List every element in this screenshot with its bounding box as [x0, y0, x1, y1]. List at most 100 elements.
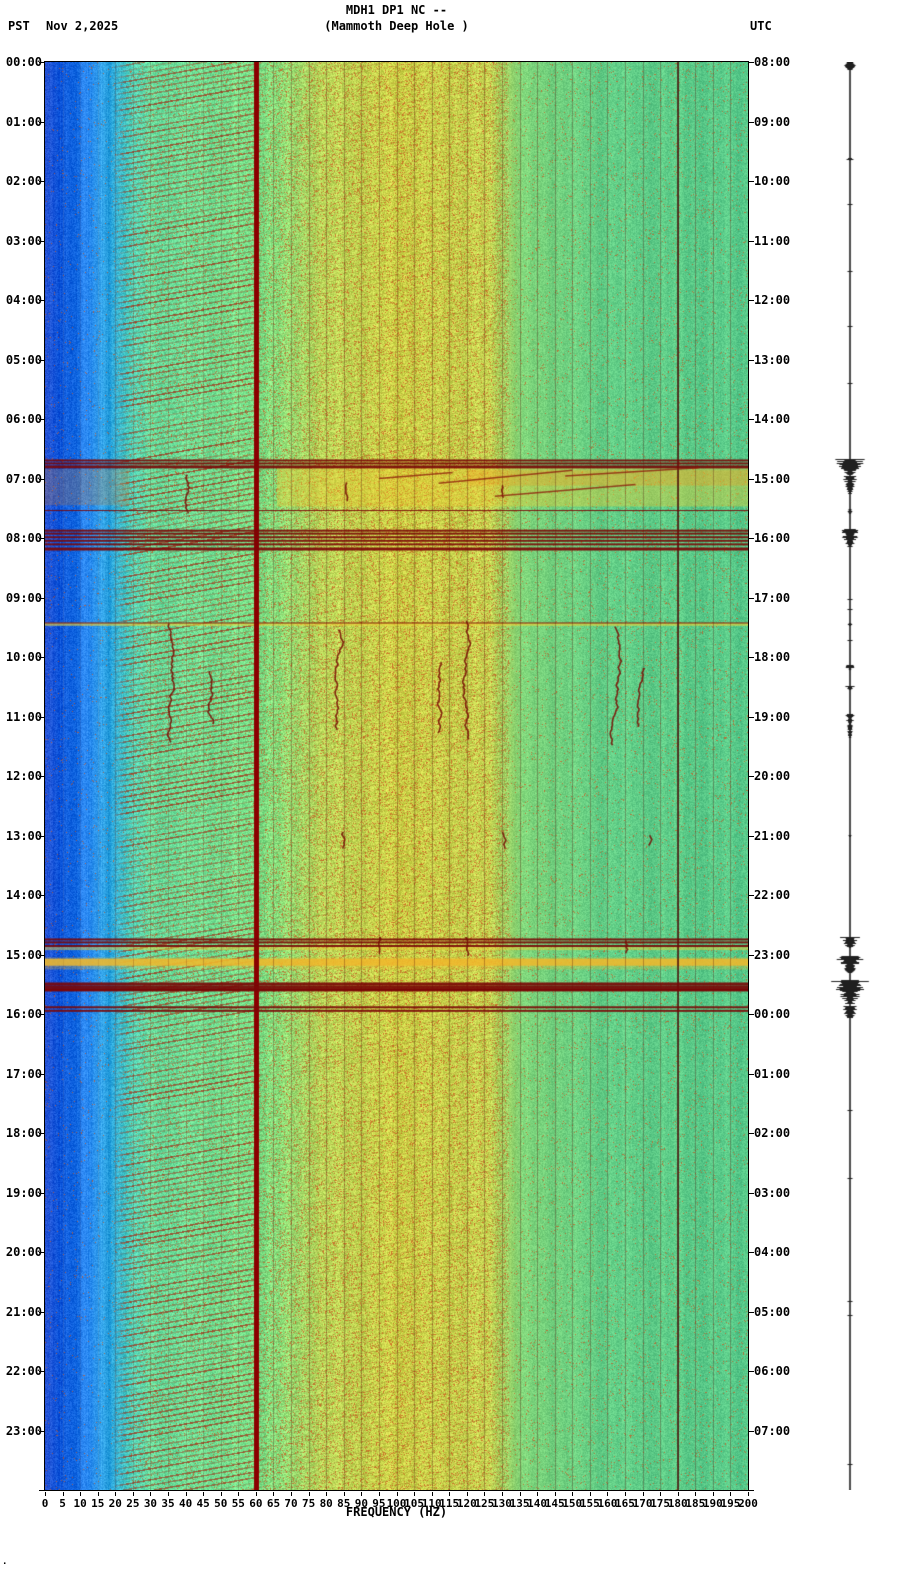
- hour-tick-left: [39, 895, 45, 896]
- left-time-label: 00:00: [5, 55, 42, 69]
- freq-tick: [396, 1492, 398, 1496]
- hour-tick-left: [39, 181, 45, 182]
- freq-tick: [624, 1492, 626, 1496]
- freq-tick: [572, 1492, 574, 1496]
- freq-tick-label: 5: [59, 1497, 66, 1510]
- freq-tick: [431, 1492, 433, 1496]
- freq-tick-label: 185: [685, 1497, 706, 1510]
- left-time-label: 14:00: [5, 888, 42, 902]
- hour-tick-right: [748, 1252, 754, 1253]
- freq-tick: [642, 1492, 644, 1496]
- freq-tick-label: 25: [126, 1497, 140, 1510]
- right-time-label: 06:00: [754, 1364, 791, 1378]
- hour-tick-left: [39, 657, 45, 658]
- freq-tick-label: 200: [738, 1497, 758, 1510]
- right-time-label: 03:00: [754, 1185, 791, 1200]
- hour-tick-left: [39, 300, 45, 301]
- hour-tick-right: [748, 597, 754, 599]
- hour-tick-left: [39, 1252, 45, 1253]
- hour-tick-left: [39, 1133, 45, 1134]
- freq-tick: [255, 1492, 257, 1496]
- hour-tick-left: [39, 776, 45, 777]
- left-time-label: 03:00: [5, 233, 42, 248]
- right-time-label: 15:00: [754, 471, 791, 486]
- freq-tick: [62, 1492, 64, 1496]
- right-time-label: 11:00: [754, 233, 791, 248]
- freq-tick-label: 45: [196, 1497, 210, 1510]
- freq-tick: [132, 1492, 134, 1496]
- hour-tick-right: [748, 359, 754, 361]
- freq-tick-label: 195: [720, 1497, 741, 1510]
- right-time-label: 17:00: [754, 590, 791, 605]
- freq-tick: [466, 1492, 468, 1496]
- freq-tick: [115, 1492, 117, 1496]
- hour-tick-left: [39, 1311, 45, 1313]
- freq-tick: [150, 1492, 152, 1496]
- freq-tick: [378, 1492, 380, 1496]
- hour-tick-left: [39, 1192, 45, 1194]
- freq-tick-label: 80: [319, 1497, 333, 1510]
- hour-tick-right: [748, 895, 754, 896]
- freq-tick: [238, 1492, 240, 1496]
- freq-tick-label: 105: [404, 1497, 424, 1510]
- left-time-label: 23:00: [5, 1423, 42, 1438]
- freq-tick-label: 115: [439, 1497, 460, 1510]
- hour-tick-right: [748, 62, 754, 63]
- hour-tick-right: [748, 1371, 754, 1372]
- left-time-label: 20:00: [5, 1245, 42, 1259]
- freq-tick-label: 160: [597, 1497, 618, 1510]
- right-time-label: 23:00: [754, 947, 791, 962]
- freq-tick: [326, 1492, 328, 1496]
- freq-tick-label: 40: [178, 1497, 193, 1510]
- hour-tick-left: [39, 240, 45, 242]
- hour-tick-left: [39, 597, 45, 599]
- right-time-label: 00:00: [754, 1007, 791, 1021]
- freq-tick-label: 30: [143, 1497, 158, 1510]
- freq-tick-label: 35: [161, 1497, 175, 1510]
- freq-tick-label: 65: [266, 1497, 281, 1510]
- freq-tick: [484, 1492, 486, 1496]
- freq-tick: [695, 1492, 697, 1496]
- freq-tick-label: 0: [41, 1497, 49, 1510]
- left-time-label: 12:00: [5, 769, 42, 783]
- freq-tick-label: 190: [702, 1497, 723, 1510]
- left-time-label: 07:00: [5, 471, 42, 486]
- left-time-label: 18:00: [5, 1126, 42, 1140]
- hour-tick-right: [748, 1133, 754, 1134]
- seismogram-trace-canvas: [822, 62, 878, 1490]
- hour-tick-left: [39, 121, 45, 123]
- freq-tick-label: 75: [302, 1497, 316, 1510]
- freq-tick: [273, 1492, 275, 1496]
- hour-tick-right: [748, 240, 754, 242]
- hour-tick-right: [748, 300, 754, 301]
- hour-tick-right: [748, 181, 754, 182]
- left-time-label: 08:00: [5, 531, 42, 545]
- freq-tick-label: 180: [667, 1497, 688, 1510]
- freq-tick: [589, 1492, 591, 1496]
- hour-tick-right: [748, 1014, 754, 1015]
- freq-tick: [97, 1492, 99, 1496]
- right-time-label: 14:00: [754, 412, 791, 426]
- left-time-label: 22:00: [5, 1364, 42, 1378]
- freq-tick-label: 95: [372, 1497, 386, 1510]
- right-time-label: 21:00: [754, 828, 791, 843]
- left-time-label: 05:00: [5, 352, 42, 367]
- freq-tick-label: 85: [337, 1497, 351, 1510]
- right-time-label: 12:00: [754, 293, 791, 307]
- left-time-label: 06:00: [5, 412, 42, 426]
- freq-tick: [501, 1492, 503, 1496]
- left-time-label: 04:00: [5, 293, 42, 307]
- hour-tick-left: [39, 1014, 45, 1015]
- freq-tick: [519, 1492, 521, 1496]
- hour-tick-left: [39, 1073, 45, 1075]
- freq-tick: [220, 1492, 222, 1496]
- freq-tick: [712, 1492, 714, 1496]
- right-time-label: 19:00: [754, 709, 791, 724]
- freq-tick: [449, 1492, 451, 1496]
- freq-tick-label: 125: [474, 1497, 495, 1510]
- right-time-label: 22:00: [754, 888, 791, 902]
- freq-tick-label: 50: [214, 1497, 228, 1510]
- freq-tick: [291, 1492, 293, 1496]
- hour-tick-right: [748, 1073, 754, 1075]
